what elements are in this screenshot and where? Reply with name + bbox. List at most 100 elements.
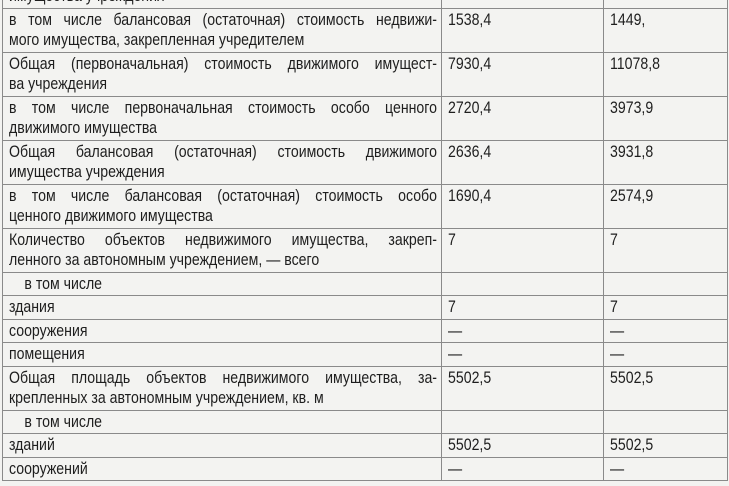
cell-value: 7: [448, 298, 456, 316]
cell-value: 2720,4: [448, 98, 492, 117]
cell-value: 5502,5: [448, 436, 492, 454]
table-row: зданий 5502,5 5502,5: [2, 433, 728, 458]
row-label-cell: зданий: [2, 433, 442, 458]
value-cell-col2: 5502,5: [603, 365, 728, 411]
value-cell-col1: 7: [441, 227, 604, 273]
row-label: в том числе первоначальная стоимость осо…: [9, 98, 437, 139]
cell-value: 3973,9: [610, 98, 654, 117]
row-label-cell: в том числе балансовая (остаточная) стои…: [2, 183, 442, 229]
cell-value: 5502,5: [448, 368, 492, 387]
value-cell-col2: [603, 271, 728, 296]
cell-value: —: [610, 459, 625, 478]
value-cell-col1: 7: [441, 295, 604, 320]
value-cell-col1: 2636,4: [441, 139, 604, 185]
row-label: здания: [9, 297, 437, 318]
row-label-line: в том числе первоначальная стоимость осо…: [9, 98, 437, 117]
cell-value: 11078,8: [610, 54, 661, 73]
row-label: в том числе: [9, 412, 441, 433]
cell-value: 1449,: [610, 10, 646, 29]
cell-value: 7: [610, 298, 618, 316]
cell-value: —: [448, 321, 463, 340]
row-label-cell: Общая (первоначальная) стоимость движимо…: [2, 51, 442, 97]
table-row: в том числе: [2, 271, 728, 296]
table-row: сооружений — —: [2, 456, 728, 481]
value-cell-col2: 2574,9: [603, 183, 728, 229]
row-label-line: в том числе: [24, 412, 103, 431]
value-cell-col2: 3931,8: [603, 139, 728, 185]
value-cell-col1: [441, 271, 604, 296]
row-label-line: ценного движимого имущества: [9, 207, 213, 225]
table-row: Общая (первоначальная) стоимость движимо…: [2, 51, 728, 97]
row-label-line: движимого имущества: [9, 119, 158, 137]
row-label-line: в том числе балансовая (остаточная) стои…: [9, 186, 437, 205]
row-label-line: сооружений: [9, 459, 88, 478]
row-label: имущества учреждения: [9, 0, 437, 7]
row-label: сооружения: [9, 321, 437, 342]
cell-value: 5502,5: [610, 368, 654, 387]
row-label-line: ленного за автономным учреждением, — все…: [9, 251, 320, 269]
value-cell-col2: 5502,5: [603, 433, 728, 458]
row-label-cell: Общая балансовая (остаточная) стоимость …: [2, 139, 442, 185]
value-cell-col2: [603, 0, 728, 9]
row-label-cell: помещения: [2, 342, 442, 367]
table-row: в том числе: [2, 409, 728, 434]
value-cell-col1: —: [441, 318, 604, 343]
row-label: Общая (первоначальная) стоимость движимо…: [9, 54, 437, 95]
cell-value: 1690,4: [448, 186, 492, 205]
value-cell-col1: [441, 409, 604, 434]
value-cell-col1: [441, 0, 604, 9]
value-cell-col2: 7: [603, 227, 728, 273]
value-cell-col2: —: [603, 318, 728, 343]
row-label-line: здания: [9, 298, 55, 316]
cell-value: 1538,4: [448, 10, 492, 29]
value-cell-col1: —: [441, 456, 604, 481]
row-label: в том числе: [9, 274, 441, 295]
value-cell-col2: 3973,9: [603, 95, 728, 141]
table-row: в том числе балансовая (остаточная) стои…: [2, 7, 728, 53]
cell-value: —: [610, 321, 625, 340]
row-label-line: в том числе: [24, 274, 103, 293]
row-label-line: мого имущества, закрепленная учредителем: [9, 31, 305, 49]
row-label-cell: здания: [2, 295, 442, 320]
row-label-cell: в том числе: [2, 409, 442, 434]
table-row: в том числе балансовая (остаточная) стои…: [2, 183, 728, 229]
row-label-cell: сооружений: [2, 456, 442, 481]
row-label: сооружений: [9, 459, 437, 480]
row-label-cell: в том числе балансовая (остаточная) стои…: [2, 7, 442, 53]
row-label-line: Количество объектов недвижимого имуществ…: [9, 230, 437, 249]
value-cell-col2: 7: [603, 295, 728, 320]
cell-value: 2636,4: [448, 142, 492, 161]
value-cell-col2: 1449,: [603, 7, 728, 53]
value-cell-col1: 5502,5: [441, 365, 604, 411]
cell-value: —: [610, 345, 625, 363]
cell-value: 2574,9: [610, 186, 654, 205]
row-label-line: зданий: [9, 436, 55, 454]
value-cell-col2: [603, 409, 728, 434]
table-row: имущества учреждения: [2, 0, 728, 9]
table-row: Общая балансовая (остаточная) стоимость …: [2, 139, 728, 185]
value-cell-col1: —: [441, 342, 604, 367]
row-label-line: имущества учреждения: [9, 163, 165, 181]
table-row: в том числе первоначальная стоимость осо…: [2, 95, 728, 141]
cell-value: 5502,5: [610, 436, 654, 454]
table-row: помещения — —: [2, 342, 728, 367]
row-label-line: имущества учреждения: [9, 0, 437, 7]
cell-value: 7: [448, 230, 456, 249]
row-label: в том числе балансовая (остаточная) стои…: [9, 10, 437, 51]
row-label: зданий: [9, 435, 437, 456]
value-cell-col1: 2720,4: [441, 95, 604, 141]
row-label-cell: Количество объектов недвижимого имуществ…: [2, 227, 442, 273]
table-row: здания 7 7: [2, 295, 728, 320]
row-label-line: в том числе балансовая (остаточная) стои…: [9, 10, 437, 29]
row-label-line: Общая (первоначальная) стоимость движимо…: [9, 54, 437, 73]
row-label: помещения: [9, 344, 437, 365]
row-label-line: Общая площадь объектов недвижимого имуще…: [9, 368, 437, 387]
value-cell-col2: 11078,8: [603, 51, 728, 97]
row-label-line: ва учреждения: [9, 75, 107, 93]
row-label-cell: сооружения: [2, 318, 442, 343]
row-label: Количество объектов недвижимого имуществ…: [9, 230, 437, 271]
row-label: Общая балансовая (остаточная) стоимость …: [9, 142, 437, 183]
table-row: Общая площадь объектов недвижимого имуще…: [2, 365, 728, 411]
